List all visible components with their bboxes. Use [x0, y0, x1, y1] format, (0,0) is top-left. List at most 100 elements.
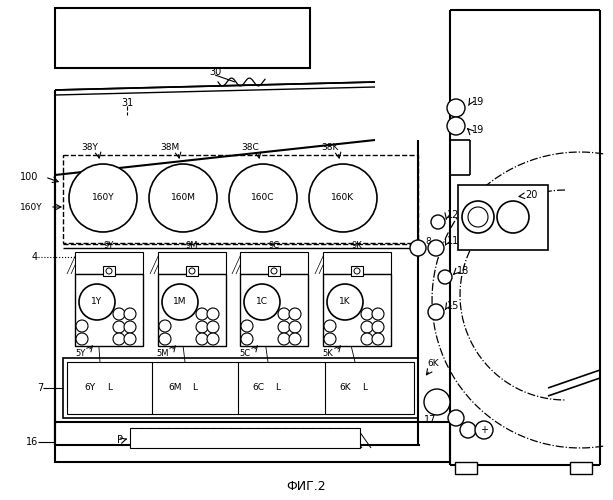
Text: 6Y: 6Y — [85, 384, 96, 392]
Circle shape — [468, 207, 488, 227]
Circle shape — [229, 164, 297, 232]
Bar — [103, 266, 115, 276]
Circle shape — [475, 421, 493, 439]
Circle shape — [372, 333, 384, 345]
Text: 18: 18 — [457, 266, 469, 276]
Circle shape — [361, 308, 373, 320]
Text: 31: 31 — [121, 98, 133, 108]
Circle shape — [361, 333, 373, 345]
Text: 30: 30 — [209, 67, 221, 77]
Circle shape — [497, 201, 529, 233]
Circle shape — [149, 164, 217, 232]
Text: 9K: 9K — [352, 242, 362, 250]
Circle shape — [460, 422, 476, 438]
Text: 6K: 6K — [427, 358, 439, 368]
Text: 160C: 160C — [251, 194, 275, 202]
Circle shape — [76, 320, 88, 332]
Bar — [130, 428, 360, 448]
Circle shape — [196, 333, 208, 345]
Circle shape — [159, 333, 171, 345]
Circle shape — [424, 389, 450, 415]
Circle shape — [124, 321, 136, 333]
Text: 100: 100 — [20, 172, 38, 182]
Text: 16: 16 — [26, 437, 38, 447]
Circle shape — [361, 321, 373, 333]
Text: ФИГ.2: ФИГ.2 — [286, 480, 326, 494]
Circle shape — [447, 117, 465, 135]
Circle shape — [271, 268, 277, 274]
Text: 5M: 5M — [157, 348, 169, 358]
Circle shape — [207, 308, 219, 320]
Text: 38Y: 38Y — [82, 144, 99, 152]
Circle shape — [324, 320, 336, 332]
Text: L: L — [362, 384, 368, 392]
Circle shape — [428, 304, 444, 320]
Circle shape — [410, 240, 426, 256]
Text: 7: 7 — [37, 383, 43, 393]
Bar — [158, 252, 226, 274]
Circle shape — [431, 215, 445, 229]
Circle shape — [447, 99, 465, 117]
Circle shape — [278, 333, 290, 345]
Bar — [75, 274, 143, 346]
Bar — [323, 252, 391, 274]
Text: 9C: 9C — [268, 242, 280, 250]
Bar — [268, 266, 280, 276]
Circle shape — [79, 284, 115, 320]
Circle shape — [278, 321, 290, 333]
Bar — [323, 274, 391, 346]
Text: 160M: 160M — [170, 194, 196, 202]
Text: 6C: 6C — [252, 384, 264, 392]
Text: 19: 19 — [472, 97, 484, 107]
Text: 38M: 38M — [161, 144, 180, 152]
Bar — [186, 266, 198, 276]
Text: 160K: 160K — [332, 194, 354, 202]
Circle shape — [207, 321, 219, 333]
Text: 38C: 38C — [241, 144, 259, 152]
Circle shape — [196, 321, 208, 333]
Circle shape — [278, 308, 290, 320]
Text: 5Y: 5Y — [75, 348, 85, 358]
Circle shape — [124, 308, 136, 320]
Bar — [158, 274, 226, 346]
Circle shape — [162, 284, 198, 320]
Text: 11: 11 — [447, 236, 459, 246]
Text: 1C: 1C — [256, 298, 268, 306]
Circle shape — [309, 164, 377, 232]
Text: 6M: 6M — [168, 384, 181, 392]
Text: 1Y: 1Y — [91, 298, 102, 306]
Text: 160Y: 160Y — [20, 202, 43, 211]
Bar — [351, 266, 363, 276]
Bar — [55, 8, 310, 68]
Text: 6K: 6K — [339, 384, 351, 392]
Bar — [67, 362, 414, 414]
Circle shape — [244, 284, 280, 320]
Circle shape — [428, 240, 444, 256]
Circle shape — [241, 333, 253, 345]
Circle shape — [324, 333, 336, 345]
Text: 5K: 5K — [322, 348, 333, 358]
Text: 1M: 1M — [173, 298, 187, 306]
Bar — [63, 155, 418, 243]
Text: 17: 17 — [424, 415, 436, 425]
Circle shape — [69, 164, 137, 232]
Circle shape — [372, 308, 384, 320]
Circle shape — [289, 308, 301, 320]
Circle shape — [289, 321, 301, 333]
Circle shape — [106, 268, 112, 274]
Circle shape — [289, 333, 301, 345]
Text: 9M: 9M — [186, 242, 198, 250]
Bar — [455, 462, 477, 474]
Circle shape — [354, 268, 360, 274]
Text: 19: 19 — [472, 125, 484, 135]
Bar — [75, 252, 143, 274]
Text: P: P — [117, 435, 123, 445]
Circle shape — [124, 333, 136, 345]
Text: +: + — [480, 425, 488, 435]
Text: L: L — [107, 384, 113, 392]
Circle shape — [113, 321, 125, 333]
Bar — [240, 274, 308, 346]
Circle shape — [241, 320, 253, 332]
Text: 15: 15 — [447, 301, 459, 311]
Text: L: L — [275, 384, 281, 392]
